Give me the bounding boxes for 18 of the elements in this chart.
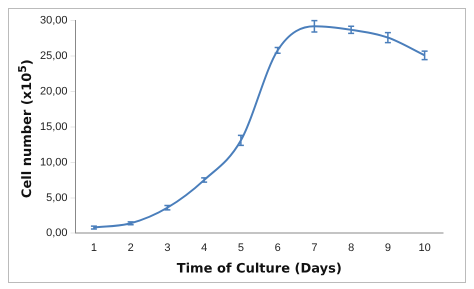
x-tick-label: 5 — [238, 242, 244, 254]
y-tick-label: 20,00 — [40, 86, 68, 98]
x-tick-label: 2 — [128, 242, 134, 254]
x-tick-label: 4 — [201, 242, 208, 254]
y-tick-label: 10,00 — [40, 156, 68, 168]
x-tick-label: 10 — [418, 242, 431, 254]
x-tick-label: 1 — [90, 242, 97, 254]
x-tick-label: 9 — [384, 242, 391, 254]
y-tick-label: 15,00 — [40, 120, 68, 133]
x-axis-title: Time of Culture (Days) — [176, 262, 342, 277]
y-tick-label: 0,00 — [46, 227, 68, 240]
x-tick-label: 8 — [348, 242, 354, 254]
x-tick-label: 3 — [164, 242, 170, 254]
y-tick-label: 30,00 — [40, 14, 68, 27]
y-tick-label: 5,00 — [46, 192, 68, 204]
x-tick-label: 7 — [311, 242, 318, 254]
x-tick-label: 6 — [274, 242, 281, 254]
y-tick-label: 25,00 — [40, 50, 68, 62]
